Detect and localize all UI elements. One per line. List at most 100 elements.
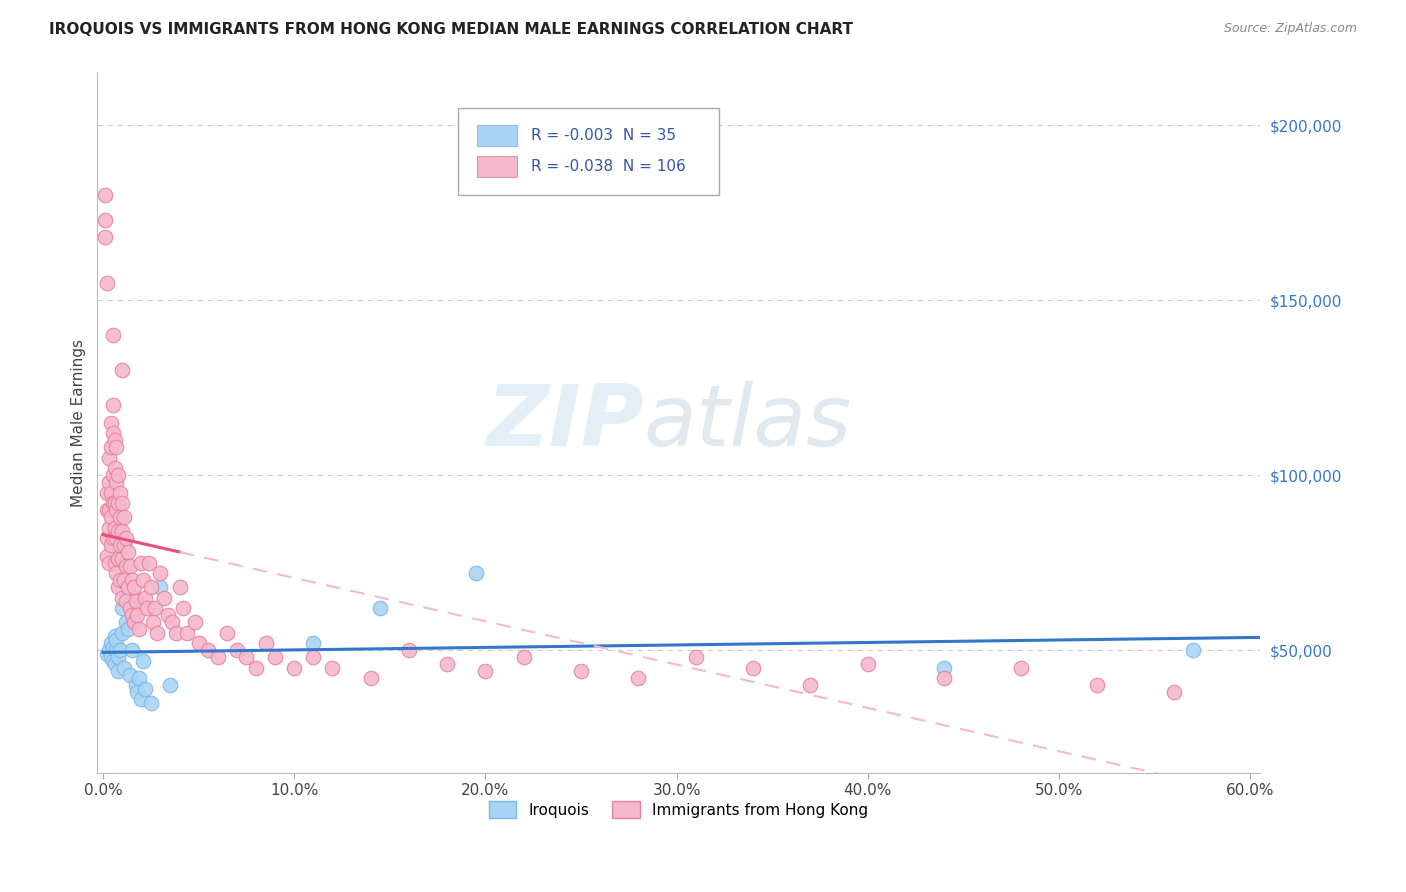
Point [207, 650, 229, 665]
Point [100, 441, 122, 455]
Point [97, 503, 120, 517]
Point [103, 461, 125, 475]
Point [100, 636, 122, 650]
Point [101, 654, 124, 668]
Legend: Iroquois, Immigrants from Hong Kong: Iroquois, Immigrants from Hong Kong [482, 795, 875, 824]
Point [105, 441, 128, 455]
Point [111, 591, 134, 605]
Point [117, 545, 139, 559]
Point [111, 552, 134, 566]
Point [96, 503, 118, 517]
Point [124, 594, 146, 608]
Point [101, 468, 124, 483]
Point [107, 496, 129, 510]
Point [117, 580, 139, 594]
Text: R = -0.038  N = 106: R = -0.038 N = 106 [531, 159, 686, 174]
Point [96, 647, 118, 661]
Point [132, 654, 155, 668]
Point [103, 556, 125, 570]
Point [124, 678, 146, 692]
Point [360, 671, 382, 685]
Point [103, 521, 125, 535]
FancyBboxPatch shape [478, 126, 517, 146]
Point [742, 661, 765, 675]
Point [100, 650, 122, 665]
Point [139, 696, 162, 710]
Point [157, 608, 180, 623]
Point [118, 559, 141, 574]
Point [149, 566, 172, 581]
Point [96, 549, 118, 563]
Point [139, 580, 162, 594]
Point [122, 591, 145, 605]
Point [134, 681, 156, 696]
Point [187, 636, 209, 650]
Point [115, 531, 138, 545]
Point [96, 276, 118, 290]
Point [110, 510, 132, 524]
Point [110, 538, 132, 552]
Point [127, 608, 149, 623]
Point [103, 629, 125, 643]
Point [105, 643, 128, 657]
Point [111, 601, 134, 615]
Point [100, 510, 122, 524]
Point [368, 601, 391, 615]
Point [176, 625, 198, 640]
Point [111, 625, 134, 640]
Point [110, 574, 132, 588]
Point [321, 661, 343, 675]
Point [97, 556, 120, 570]
Point [122, 580, 145, 594]
Point [94, 230, 117, 244]
Text: R = -0.003  N = 35: R = -0.003 N = 35 [531, 128, 676, 144]
Point [107, 552, 129, 566]
Point [225, 643, 247, 657]
Point [184, 615, 207, 630]
Point [142, 615, 165, 630]
Point [112, 574, 135, 588]
Point [197, 643, 219, 657]
Point [107, 650, 129, 665]
Point [97, 475, 120, 490]
Text: Source: ZipAtlas.com: Source: ZipAtlas.com [1223, 22, 1357, 36]
Point [1085, 678, 1108, 692]
Point [302, 636, 325, 650]
Point [131, 692, 153, 706]
Point [856, 657, 879, 672]
Point [105, 503, 128, 517]
Point [160, 615, 183, 630]
Point [112, 661, 135, 675]
Point [118, 667, 141, 681]
Point [128, 622, 150, 636]
Point [107, 524, 129, 539]
Point [101, 398, 124, 412]
Point [254, 636, 277, 650]
Point [111, 524, 134, 539]
Point [128, 671, 150, 685]
Point [101, 531, 124, 545]
Point [101, 496, 124, 510]
Point [107, 468, 129, 483]
Point [115, 615, 138, 630]
Text: atlas: atlas [644, 382, 852, 465]
Point [172, 601, 194, 615]
Point [145, 625, 167, 640]
Point [105, 475, 128, 490]
Point [121, 608, 143, 623]
FancyBboxPatch shape [458, 108, 720, 195]
Point [143, 601, 166, 615]
Point [105, 632, 128, 647]
Point [245, 661, 267, 675]
Point [302, 650, 325, 665]
Point [165, 625, 187, 640]
Point [474, 665, 496, 679]
Point [105, 566, 128, 581]
Point [149, 580, 172, 594]
Point [100, 416, 122, 430]
Point [105, 531, 128, 545]
FancyBboxPatch shape [478, 155, 517, 177]
Point [103, 434, 125, 448]
Point [97, 521, 120, 535]
Text: ZIP: ZIP [486, 382, 644, 465]
